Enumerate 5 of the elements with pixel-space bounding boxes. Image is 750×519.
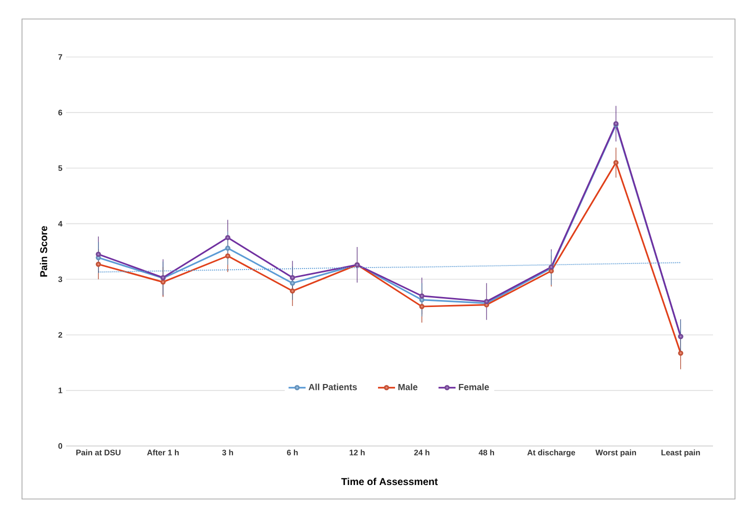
y-axis-title: Pain Score: [40, 226, 48, 277]
x-axis-title: Time of Assessment: [341, 478, 438, 486]
legend-label: All Patients: [308, 384, 357, 390]
legend-label: Male: [398, 384, 418, 390]
legend-label: Female: [458, 384, 489, 390]
